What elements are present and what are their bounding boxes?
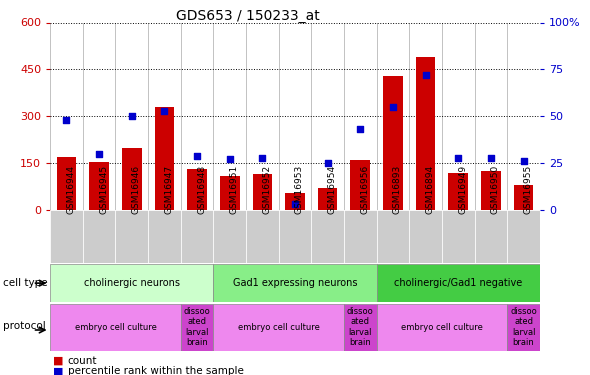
Text: GSM16945: GSM16945	[99, 165, 108, 214]
Text: GSM16949: GSM16949	[458, 165, 467, 214]
Bar	[409, 210, 442, 262]
Bar	[89, 162, 109, 210]
Bar	[318, 188, 337, 210]
Text: GSM16952: GSM16952	[263, 165, 271, 214]
Bar	[181, 210, 214, 262]
Bar	[376, 264, 540, 302]
Bar	[50, 304, 181, 351]
Text: GDS653 / 150233_at: GDS653 / 150233_at	[176, 9, 320, 23]
Bar	[442, 210, 474, 262]
Bar	[57, 157, 76, 210]
Text: GSM16893: GSM16893	[393, 165, 402, 214]
Bar	[376, 304, 507, 351]
Point	[225, 156, 234, 162]
Text: Gad1 expressing neurons: Gad1 expressing neurons	[232, 278, 358, 288]
Point	[454, 154, 463, 160]
Text: GSM16956: GSM16956	[360, 165, 369, 214]
Text: dissoo
ated
larval
brain: dissoo ated larval brain	[510, 307, 537, 347]
Point	[290, 201, 300, 207]
Bar	[155, 107, 174, 210]
Bar	[376, 210, 409, 262]
Bar	[507, 210, 540, 262]
Bar	[148, 210, 181, 262]
Text: embryo cell culture: embryo cell culture	[238, 322, 320, 332]
Point	[127, 113, 136, 119]
Text: GSM16955: GSM16955	[523, 165, 533, 214]
Point	[519, 158, 528, 164]
Point	[323, 160, 332, 166]
Text: count: count	[68, 356, 97, 366]
Bar	[253, 174, 272, 210]
Bar	[278, 210, 312, 262]
Point	[192, 153, 202, 159]
Bar	[312, 210, 344, 262]
Text: cholinergic neurons: cholinergic neurons	[84, 278, 180, 288]
Point	[356, 126, 365, 132]
Bar	[383, 76, 403, 210]
Bar	[344, 304, 376, 351]
Bar	[514, 185, 533, 210]
Point	[421, 72, 430, 78]
Point	[486, 154, 496, 160]
Bar	[116, 210, 148, 262]
Text: GSM16947: GSM16947	[165, 165, 173, 214]
Point	[388, 104, 398, 110]
Point	[94, 151, 104, 157]
Bar	[214, 210, 246, 262]
Bar	[220, 176, 240, 210]
Text: GSM16954: GSM16954	[327, 165, 337, 214]
Bar	[181, 304, 214, 351]
Bar	[246, 210, 278, 262]
Text: GSM16950: GSM16950	[491, 165, 500, 214]
Text: GSM16951: GSM16951	[230, 165, 239, 214]
Text: GSM16894: GSM16894	[425, 165, 435, 214]
Text: dissoo
ated
larval
brain: dissoo ated larval brain	[347, 307, 373, 347]
Bar	[474, 210, 507, 262]
Text: ■: ■	[53, 366, 64, 375]
Text: ■: ■	[53, 356, 64, 366]
Text: percentile rank within the sample: percentile rank within the sample	[68, 366, 244, 375]
Text: GSM16944: GSM16944	[67, 165, 76, 214]
Bar	[122, 147, 142, 210]
Bar	[187, 170, 207, 210]
Text: embryo cell culture: embryo cell culture	[74, 322, 156, 332]
Bar	[50, 210, 83, 262]
Bar	[507, 304, 540, 351]
Point	[258, 154, 267, 160]
Text: GSM16953: GSM16953	[295, 165, 304, 214]
Text: cholinergic/Gad1 negative: cholinergic/Gad1 negative	[394, 278, 522, 288]
Bar	[416, 57, 435, 210]
Bar	[448, 172, 468, 210]
Text: GSM16946: GSM16946	[132, 165, 141, 214]
Bar	[350, 160, 370, 210]
Text: embryo cell culture: embryo cell culture	[401, 322, 483, 332]
Bar	[344, 210, 376, 262]
Point	[160, 108, 169, 114]
Bar	[214, 304, 344, 351]
Text: cell type: cell type	[3, 278, 48, 288]
Bar	[50, 264, 214, 302]
Bar	[481, 171, 501, 210]
Bar	[285, 193, 305, 210]
Bar	[83, 210, 116, 262]
Text: protocol: protocol	[3, 321, 45, 331]
Point	[62, 117, 71, 123]
Bar	[214, 264, 376, 302]
Text: GSM16948: GSM16948	[197, 165, 206, 214]
Text: dissoo
ated
larval
brain: dissoo ated larval brain	[183, 307, 211, 347]
